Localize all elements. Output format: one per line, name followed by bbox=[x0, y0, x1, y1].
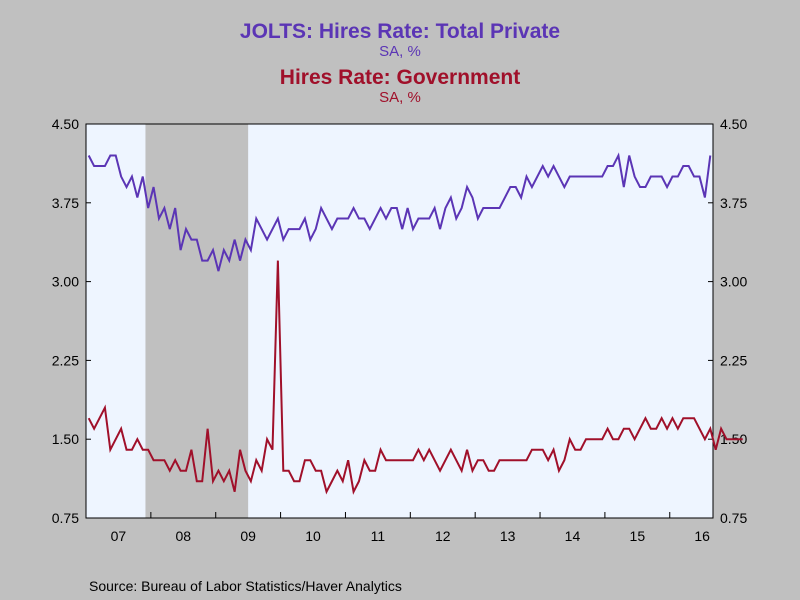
x-tick-label: 16 bbox=[694, 528, 710, 544]
x-tick-label: 09 bbox=[240, 528, 256, 544]
y-tick-label-left: 3.00 bbox=[52, 274, 79, 290]
source-note: Source: Bureau of Labor Statistics/Haver… bbox=[89, 578, 402, 594]
series-line-government bbox=[87, 260, 743, 495]
y-tick-label-right: 2.25 bbox=[720, 352, 747, 368]
chart-title-government: Hires Rate: Government bbox=[279, 66, 521, 89]
x-tick-label: 14 bbox=[565, 528, 581, 544]
y-tick-label-left: 3.75 bbox=[52, 195, 79, 211]
y-tick-label-left: 2.25 bbox=[52, 352, 79, 368]
chart-subtitle-private: SA, % bbox=[379, 43, 421, 60]
y-tick-label-right: 0.75 bbox=[720, 510, 747, 526]
y-tick-label-right: 3.75 bbox=[720, 195, 747, 211]
plot-frame bbox=[85, 123, 714, 519]
y-tick-label-left: 1.50 bbox=[52, 431, 79, 447]
x-tick-label: 10 bbox=[305, 528, 321, 544]
x-tick-label: 13 bbox=[500, 528, 516, 544]
chart-title: JOLTS: Hires Rate: Total Private bbox=[239, 20, 561, 43]
y-tick-label-left: 0.75 bbox=[52, 510, 79, 526]
y-tick-label-left: 4.50 bbox=[52, 116, 79, 132]
y-tick-label-right: 3.00 bbox=[720, 274, 747, 290]
x-tick-label: 15 bbox=[630, 528, 646, 544]
x-tick-label: 11 bbox=[371, 528, 386, 544]
x-tick-label: 08 bbox=[176, 528, 192, 544]
x-tick-label: 07 bbox=[111, 528, 127, 544]
series-line-private bbox=[87, 152, 712, 272]
y-tick-label-right: 4.50 bbox=[720, 116, 747, 132]
chart-subtitle-government: SA, % bbox=[379, 89, 421, 106]
recession-shading bbox=[145, 124, 249, 518]
x-tick-label: 12 bbox=[435, 528, 451, 544]
